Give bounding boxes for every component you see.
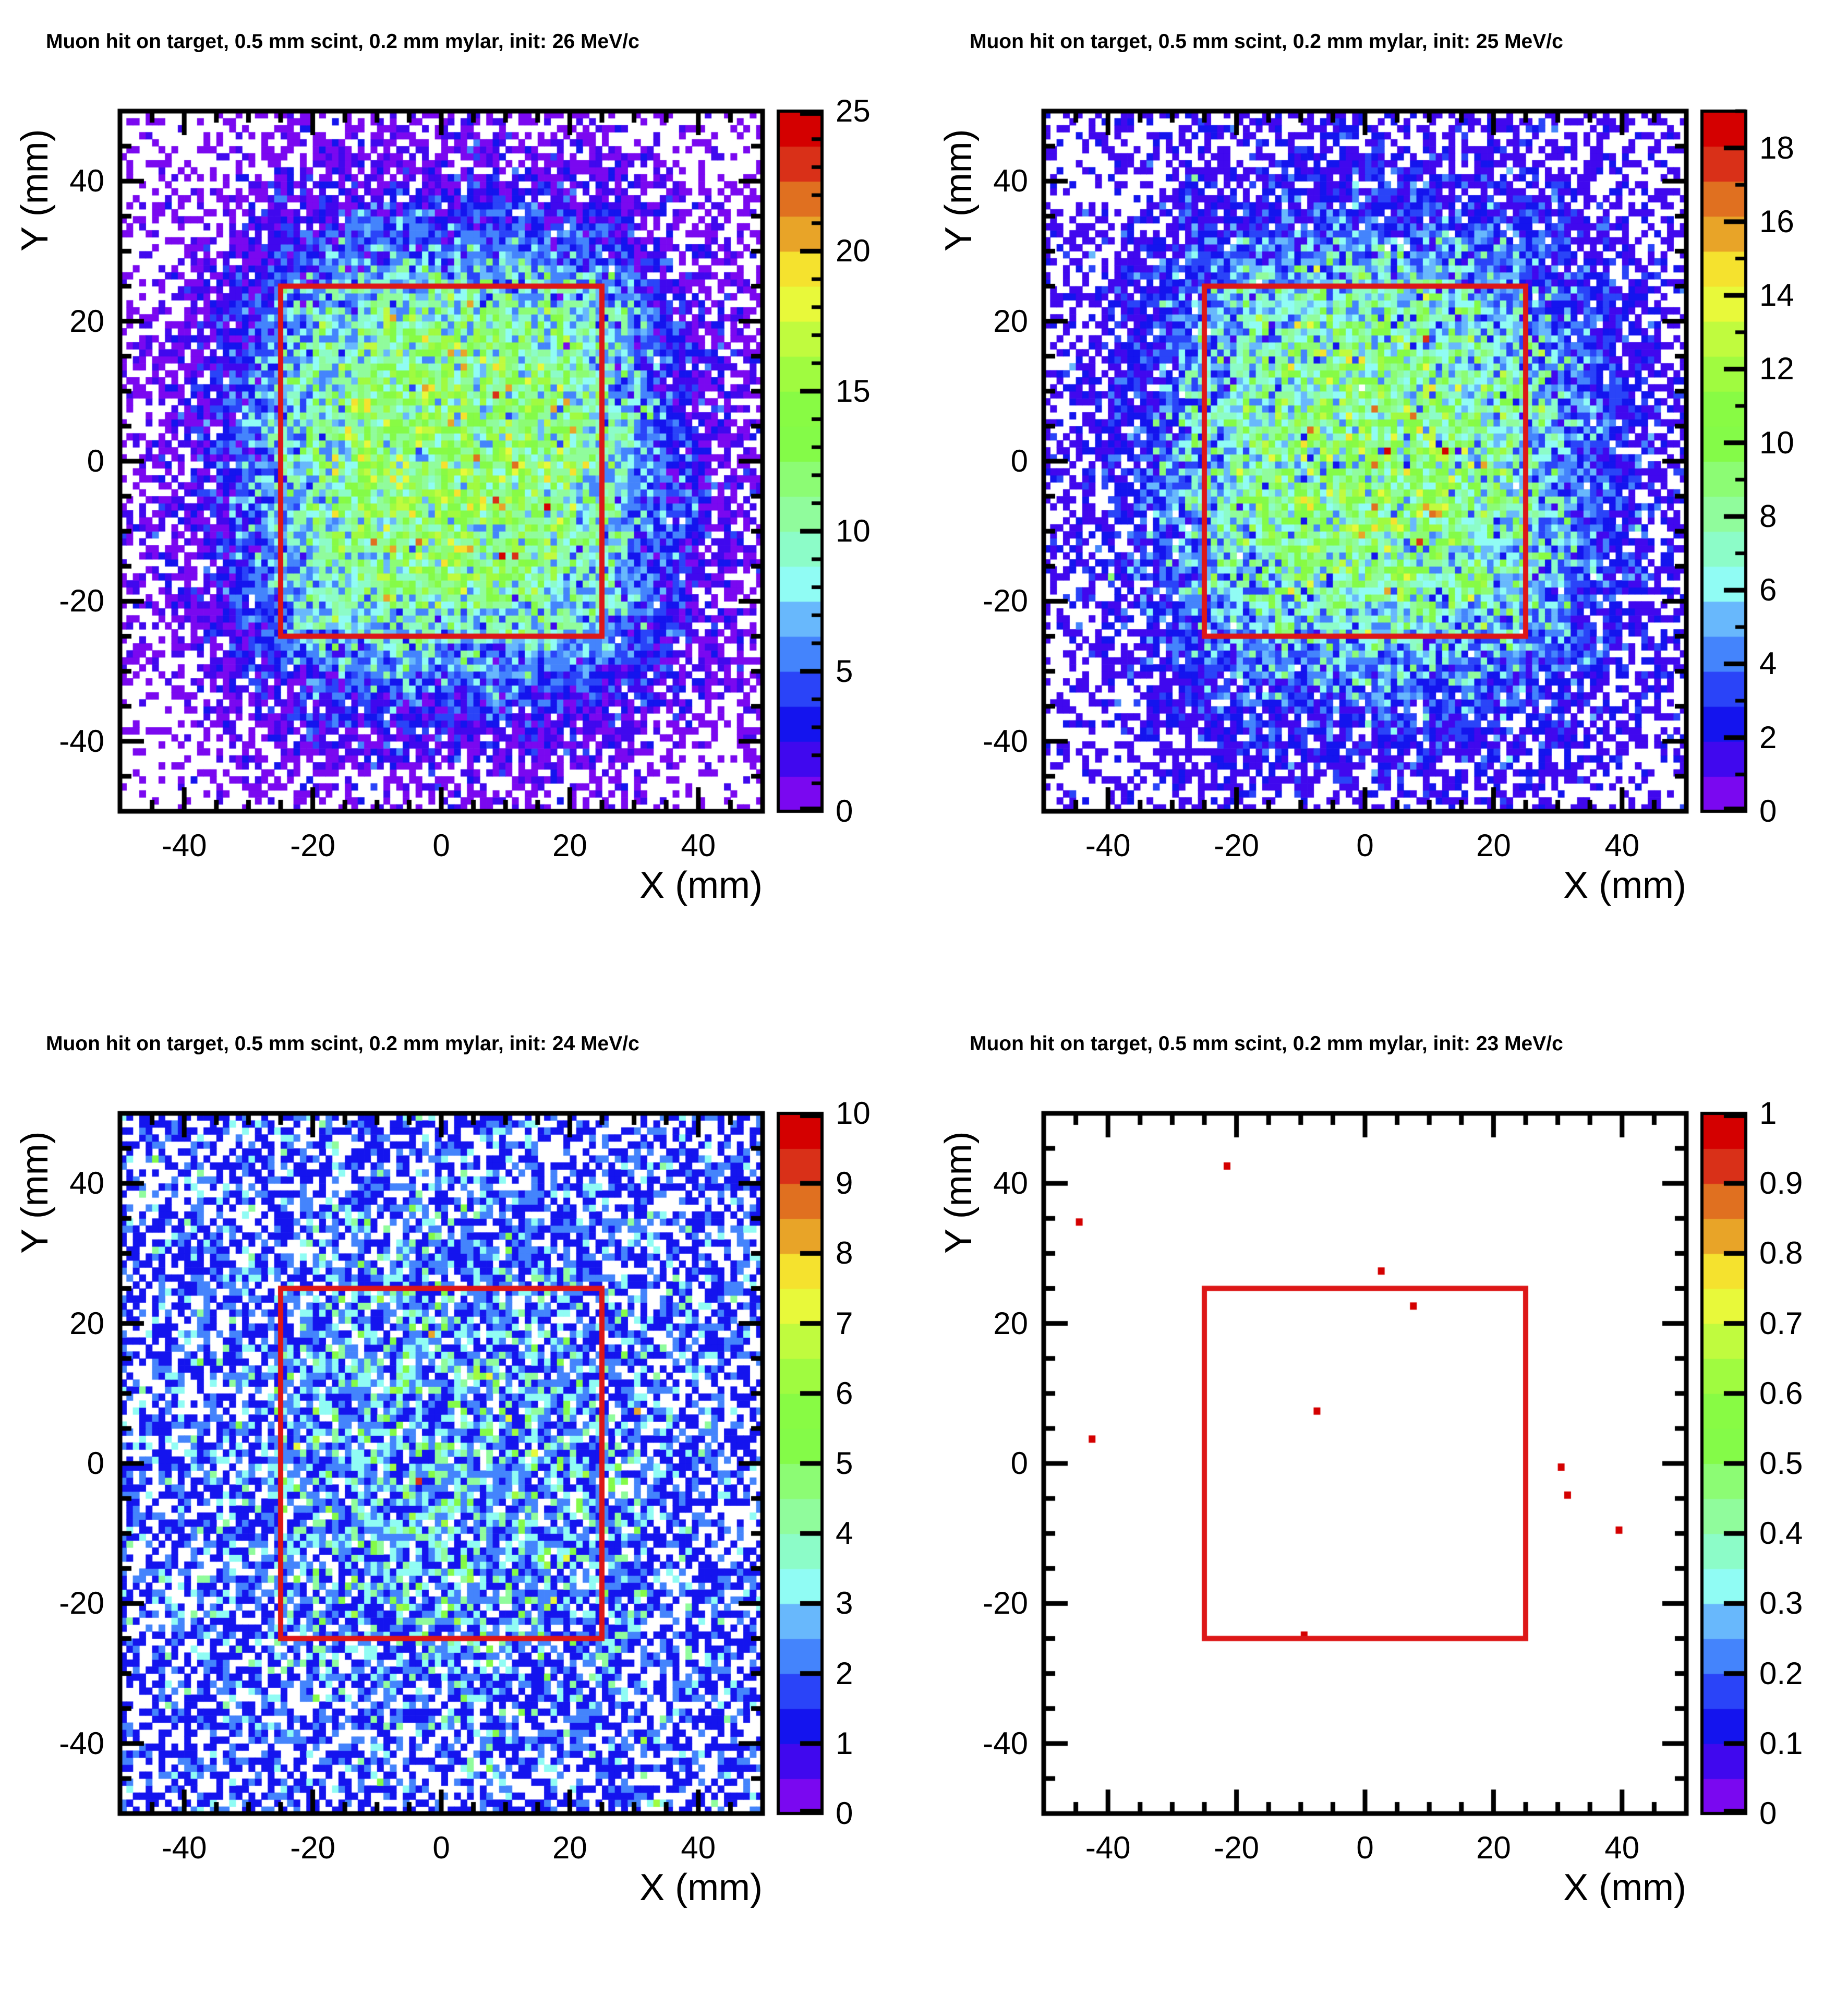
y-tick-label: -40 [59, 723, 104, 759]
y-tick-label: 40 [69, 1166, 104, 1201]
colorbar-tick-label: 3 [836, 1586, 853, 1621]
y-tick-label: 40 [69, 163, 104, 199]
y-tick-label: 0 [1010, 443, 1028, 478]
x-axis-title: X (mm) [639, 1867, 763, 1908]
panel-init-23mevc: Muon hit on target, 0.5 mm scint, 0.2 mm… [924, 1002, 1847, 2004]
colorbar-tick-label: 4 [836, 1516, 853, 1551]
colorbar-tick-label: 20 [836, 233, 871, 269]
plot-title: Muon hit on target, 0.5 mm scint, 0.2 mm… [970, 1032, 1563, 1055]
colorbar-tick-label: 0.4 [1759, 1516, 1803, 1551]
colorbar-tick-label: 10 [836, 1096, 871, 1131]
panel-init-24mevc: Muon hit on target, 0.5 mm scint, 0.2 mm… [0, 1002, 924, 2004]
colorbar-tick-label: 0 [836, 794, 853, 829]
plot-title: Muon hit on target, 0.5 mm scint, 0.2 mm… [46, 1032, 639, 1055]
colorbar-tick-label: 0.1 [1759, 1725, 1803, 1761]
x-tick-label: -40 [161, 1830, 207, 1865]
x-tick-label: 40 [681, 828, 716, 863]
y-tick-label: -20 [983, 1586, 1028, 1621]
heatmap-canvas-24mevc [0, 1002, 924, 2004]
y-tick-label: 0 [1010, 1446, 1028, 1481]
y-tick-label: -40 [983, 1725, 1028, 1761]
colorbar-tick-label: 10 [1759, 425, 1794, 460]
x-tick-label: 20 [1476, 828, 1511, 863]
x-tick-label: 40 [1604, 828, 1640, 863]
colorbar-tick-label: 0.7 [1759, 1305, 1803, 1341]
colorbar-tick-label: 10 [836, 513, 871, 549]
x-tick-label: -20 [290, 828, 335, 863]
x-tick-label: 20 [1476, 1830, 1511, 1865]
y-tick-label: 20 [993, 1305, 1028, 1341]
colorbar-tick-label: 1 [1759, 1096, 1777, 1131]
colorbar-tick-label: 16 [1759, 203, 1794, 239]
y-tick-label: 40 [993, 163, 1028, 199]
x-tick-label: -20 [290, 1830, 335, 1865]
colorbar-tick-label: 0.3 [1759, 1586, 1803, 1621]
x-axis-title: X (mm) [639, 865, 763, 906]
x-tick-label: -20 [1214, 828, 1259, 863]
colorbar-tick-label: 9 [836, 1166, 853, 1201]
colorbar-tick-label: 12 [1759, 351, 1794, 387]
x-tick-label: 20 [552, 1830, 587, 1865]
x-tick-label: -40 [1085, 828, 1131, 863]
y-tick-label: 40 [993, 1166, 1028, 1201]
colorbar-tick-label: 0.6 [1759, 1375, 1803, 1411]
x-tick-label: -20 [1214, 1830, 1259, 1865]
x-tick-label: 0 [1356, 1830, 1374, 1865]
y-tick-label: 20 [993, 303, 1028, 339]
y-tick-label: -20 [983, 583, 1028, 619]
x-tick-label: -40 [161, 828, 207, 863]
colorbar-tick-label: 0.5 [1759, 1446, 1803, 1481]
colorbar-tick-label: 1 [836, 1725, 853, 1761]
heatmap-canvas-25mevc [924, 0, 1847, 1002]
heatmap-canvas-26mevc [0, 0, 924, 1002]
colorbar-tick-label: 8 [1759, 498, 1777, 534]
plot-title: Muon hit on target, 0.5 mm scint, 0.2 mm… [46, 30, 639, 53]
y-tick-label: 0 [87, 1446, 104, 1481]
x-tick-label: 40 [1604, 1830, 1640, 1865]
y-tick-label: 20 [69, 1305, 104, 1341]
x-tick-label: -40 [1085, 1830, 1131, 1865]
colorbar-tick-label: 0 [836, 1796, 853, 1831]
colorbar-tick-label: 14 [1759, 278, 1794, 313]
colorbar-tick-label: 7 [836, 1305, 853, 1341]
x-tick-label: 0 [432, 1830, 450, 1865]
colorbar-tick-label: 0 [1759, 1796, 1777, 1831]
y-tick-label: 20 [69, 303, 104, 339]
colorbar-tick-label: 5 [836, 653, 853, 689]
colorbar-tick-label: 18 [1759, 130, 1794, 165]
colorbar-tick-label: 0.9 [1759, 1166, 1803, 1201]
y-tick-label: -20 [59, 1586, 104, 1621]
heatmap-canvas-23mevc [924, 1002, 1847, 2004]
colorbar-tick-label: 5 [836, 1446, 853, 1481]
y-tick-label: -40 [983, 723, 1028, 759]
y-tick-label: -20 [59, 583, 104, 619]
plot-title: Muon hit on target, 0.5 mm scint, 0.2 mm… [970, 30, 1563, 53]
x-tick-label: 0 [432, 828, 450, 863]
panel-init-25mevc: Muon hit on target, 0.5 mm scint, 0.2 mm… [924, 0, 1847, 1002]
colorbar-tick-label: 8 [836, 1235, 853, 1271]
colorbar-tick-label: 6 [836, 1375, 853, 1411]
x-tick-label: 20 [552, 828, 587, 863]
colorbar-tick-label: 4 [1759, 646, 1777, 681]
colorbar-tick-label: 2 [1759, 719, 1777, 755]
y-tick-label: 0 [87, 443, 104, 478]
colorbar-tick-label: 2 [836, 1655, 853, 1691]
colorbar-tick-label: 6 [1759, 572, 1777, 608]
colorbar-tick-label: 0.8 [1759, 1235, 1803, 1271]
x-tick-label: 40 [681, 1830, 716, 1865]
colorbar-tick-label: 0 [1759, 794, 1777, 829]
y-tick-label: -40 [59, 1725, 104, 1761]
x-axis-title: X (mm) [1563, 865, 1686, 906]
x-axis-title: X (mm) [1563, 1867, 1686, 1908]
x-tick-label: 0 [1356, 828, 1374, 863]
colorbar-tick-label: 0.2 [1759, 1655, 1803, 1691]
panel-init-26mevc: Muon hit on target, 0.5 mm scint, 0.2 mm… [0, 0, 924, 1002]
colorbar-tick-label: 25 [836, 93, 871, 128]
colorbar-tick-label: 15 [836, 373, 871, 409]
